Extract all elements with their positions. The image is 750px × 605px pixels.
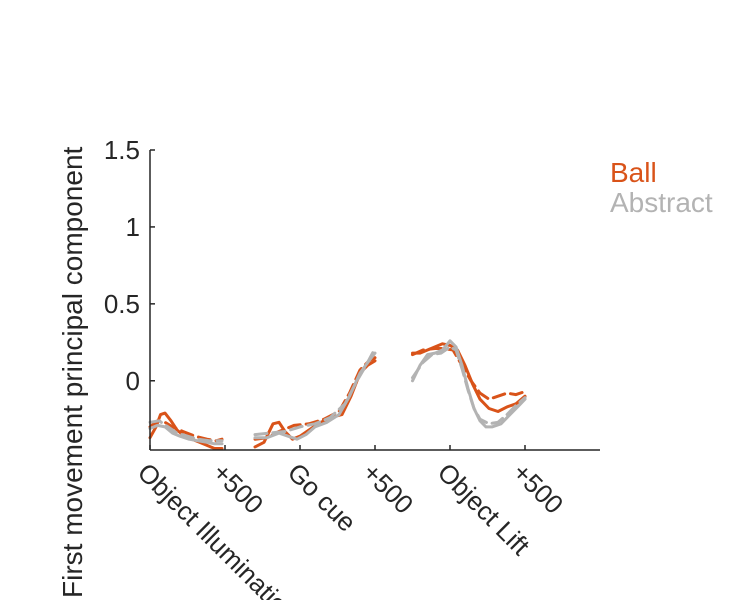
- series-line-ball-solid: [148, 411, 224, 450]
- y-axis-label: First movement principal component: [57, 146, 88, 598]
- series-line-abstract-solid: [148, 423, 224, 446]
- legend-entry-abstract: Abstract: [610, 187, 713, 218]
- series-lines: [148, 339, 527, 450]
- legend-entry-ball: Ball: [610, 157, 657, 188]
- y-tick-label: 0.5: [104, 289, 140, 319]
- x-tick-label: +500: [207, 457, 270, 520]
- y-tick-label: 1: [126, 212, 140, 242]
- y-tick-label: 1.5: [104, 135, 140, 165]
- series-line-ball-dashed: [411, 347, 527, 401]
- x-tick-label: +500: [357, 457, 420, 520]
- series-line-abstract-dashed: [411, 345, 527, 426]
- y-tick-label: 0: [126, 366, 140, 396]
- x-tick-label: +500: [507, 457, 570, 520]
- x-tick-label: Go cue: [282, 457, 362, 537]
- axes: [149, 149, 600, 451]
- series-line-abstract-dashed: [148, 419, 224, 443]
- series-line-abstract-dashed: [253, 347, 377, 437]
- series-abstract: [148, 339, 527, 446]
